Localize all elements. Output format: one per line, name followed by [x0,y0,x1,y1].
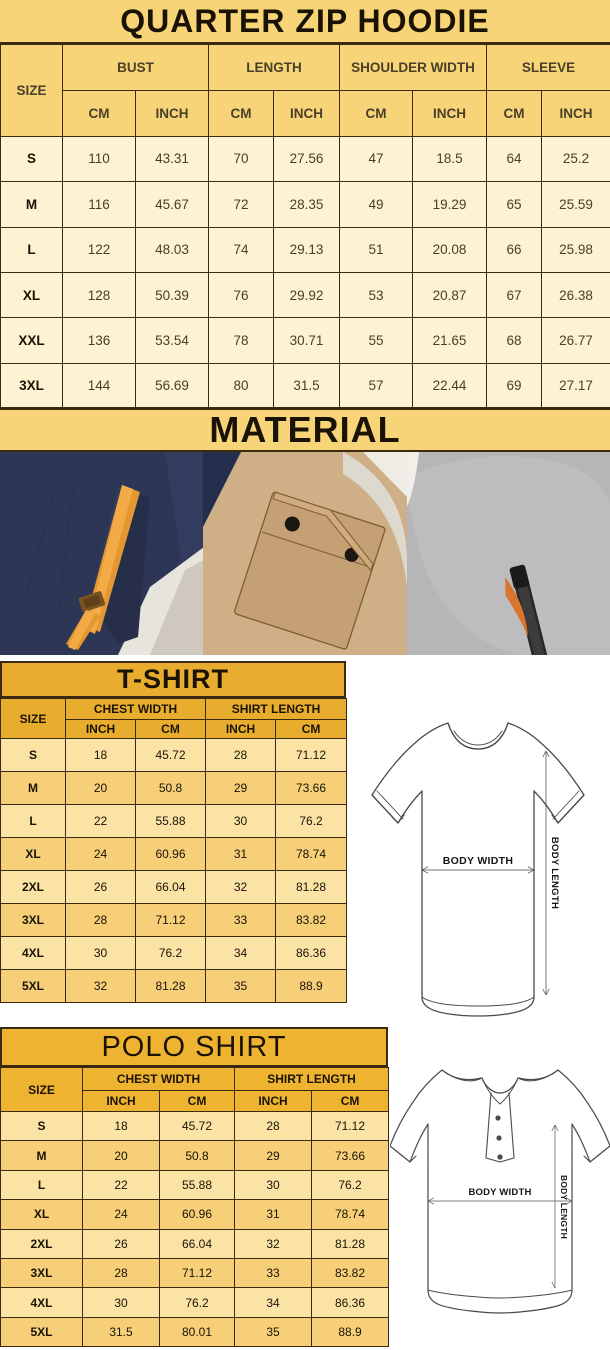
svg-text:BODY LENGTH: BODY LENGTH [549,837,560,909]
svg-text:BODY WIDTH: BODY WIDTH [443,855,513,867]
svg-text:BODY WIDTH: BODY WIDTH [468,1187,531,1198]
svg-text:BODY LENGTH: BODY LENGTH [559,1175,569,1239]
